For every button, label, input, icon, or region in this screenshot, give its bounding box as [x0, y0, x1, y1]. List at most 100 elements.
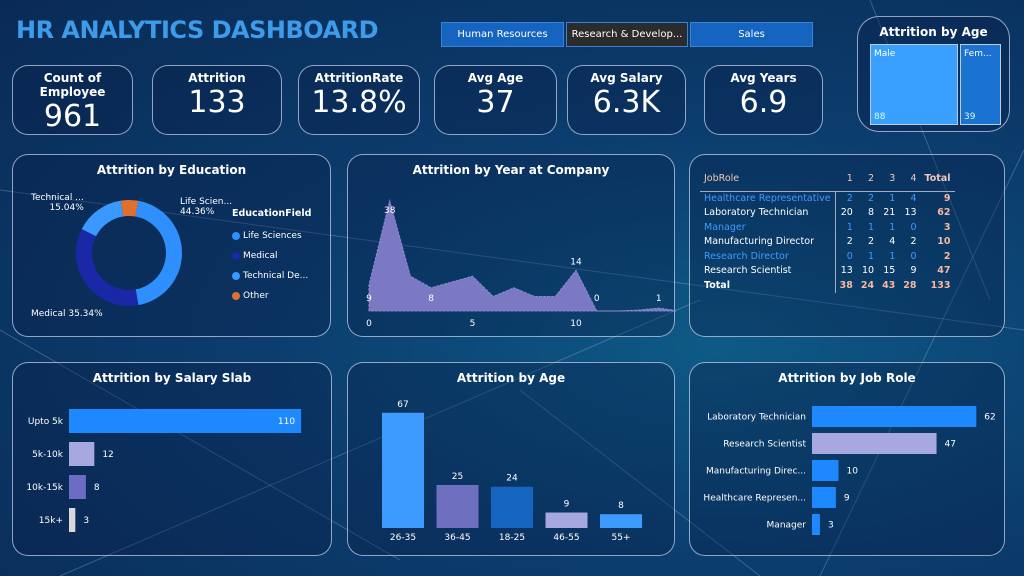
kpi-value: 6.3K [592, 85, 661, 120]
treemap-label: Fem... [964, 49, 992, 59]
category-label: Healthcare Represen... [703, 494, 806, 504]
table-cell: Research Director [704, 250, 789, 262]
bar[interactable] [812, 406, 977, 427]
slicer-research-development[interactable]: Research & Develop... [566, 22, 688, 47]
column-header[interactable]: 4 [910, 173, 917, 185]
column-header[interactable]: 3 [889, 173, 896, 185]
legend-item[interactable]: Other [232, 286, 308, 306]
kpi-label: Avg Salary [590, 71, 663, 85]
kpi-label: Avg Years [730, 71, 797, 85]
category-label: 5k-10k [32, 450, 64, 460]
category-label: 36-45 [444, 533, 470, 543]
slicer-sales[interactable]: Sales [690, 22, 813, 47]
table-cell: 2 [868, 193, 875, 204]
salary-slab-card: Attrition by Salary Slab Upto 5k 110 5k-10… [12, 362, 332, 556]
data-label: 47 [945, 440, 956, 450]
table-row[interactable]: Research Scientist 13 10 15 9 47 [700, 263, 955, 278]
card-title: Attrition by Age [879, 25, 988, 39]
column-header[interactable]: 2 [868, 173, 875, 185]
column-header[interactable]: 1 [846, 173, 853, 185]
data-label: 67 [397, 400, 408, 410]
table-cell: 13 [834, 263, 857, 278]
bar[interactable] [69, 409, 302, 433]
donut-slice[interactable] [76, 229, 139, 306]
table-row[interactable]: Laboratory Technician 20 8 21 13 62 [700, 205, 955, 220]
bar[interactable] [812, 433, 937, 454]
table-cell: 2 [943, 250, 951, 262]
table-cell: 133 [930, 279, 951, 291]
data-label: 110 [278, 417, 295, 427]
kpi-value: 6.9 [739, 85, 788, 120]
table-cell: 20 [834, 205, 857, 220]
table-row[interactable]: Research Director 0 1 1 0 2 [700, 249, 955, 264]
data-label: 9 [564, 500, 570, 510]
kpi-avg-years: Avg Years 6.9 [704, 65, 823, 135]
bar[interactable] [69, 442, 95, 466]
treemap-label: Male [874, 49, 896, 59]
table-cell: Laboratory Technician [704, 207, 809, 219]
salary-bar-chart: Upto 5k 110 5k-10k 12 10k-15k 8 15k+ 3 [26, 409, 302, 532]
legend-item[interactable]: Technical De... [232, 266, 308, 286]
data-label: 12 [102, 450, 113, 460]
jobrole-matrix-card: JobRole 1 2 3 4 Total Healthcare Representativ… [689, 154, 1005, 337]
donut-slice[interactable] [81, 200, 124, 237]
kpi-avg-salary: Avg Salary 6.3K [567, 65, 686, 135]
card-title: Attrition by Age [456, 371, 566, 385]
legend-dot-icon [232, 252, 240, 260]
table-row[interactable]: Manufacturing Director 2 2 4 2 10 [700, 234, 955, 249]
legend-label: Life Sciences [243, 231, 302, 241]
job-role-bar-chart: Laboratory Technician 62 Research Scientis… [703, 406, 996, 535]
age-card: Attrition by Age 67 26-35 25 36-45 24 18-25 9 4… [347, 362, 675, 556]
bar[interactable] [812, 487, 836, 508]
table-row[interactable]: Manager 1 1 1 0 3 [700, 220, 955, 235]
bar[interactable] [812, 514, 820, 535]
table-cell: Research Scientist [704, 265, 792, 277]
total-row: Total 38 24 43 28 133 [700, 278, 955, 293]
bar[interactable] [600, 514, 642, 528]
column-header[interactable]: Total [924, 173, 951, 185]
table-cell: 10 [861, 265, 875, 277]
legend-item[interactable]: Medical [232, 246, 308, 266]
table-cell: 1 [834, 220, 857, 235]
gender-treemap-card: Attrition by Age Male 88 Fem... 39 [857, 16, 1010, 132]
table-cell: Manufacturing Director [704, 236, 814, 248]
data-label: 9 [366, 294, 372, 304]
bar[interactable] [545, 512, 588, 528]
column-header[interactable]: JobRole [704, 173, 740, 185]
slicer-human-resources[interactable]: Human Resources [441, 22, 564, 47]
table-cell: 15 [883, 265, 896, 277]
kpi-label: AttritionRate [314, 71, 404, 85]
donut-slice[interactable] [120, 200, 139, 217]
bar[interactable] [812, 460, 839, 481]
category-label: Laboratory Technician [707, 413, 806, 423]
bar[interactable] [69, 508, 76, 532]
bar[interactable] [436, 485, 479, 528]
table-cell: 1 [889, 221, 896, 233]
bar[interactable] [491, 486, 533, 528]
x-tick-label: 0 [366, 319, 372, 329]
table-cell: 2 [834, 234, 857, 249]
treemap-female[interactable]: Fem... 39 [960, 44, 1001, 125]
category-label: Manufacturing Direc... [706, 467, 806, 477]
slice-label: Life Scien... [180, 197, 233, 207]
area-series[interactable] [368, 198, 676, 312]
table-cell: 4 [910, 193, 917, 204]
table-row[interactable]: Healthcare Representative 2 2 1 4 9 [700, 191, 955, 206]
bar[interactable] [382, 412, 424, 528]
bar[interactable] [69, 475, 86, 499]
donut-slice[interactable] [135, 200, 183, 306]
table-cell: 1 [889, 250, 896, 262]
data-label: 14 [570, 257, 582, 267]
legend-dot-icon [232, 292, 240, 300]
treemap-male[interactable]: Male 88 [870, 44, 958, 125]
kpi-avg-age: Avg Age 37 [434, 65, 557, 135]
table-cell: 0 [910, 250, 917, 262]
treemap-value: 39 [964, 112, 976, 122]
kpi-value: 13.8% [311, 85, 407, 120]
table-cell: 38 [834, 278, 857, 293]
table-cell: Manager [704, 221, 746, 233]
legend-item[interactable]: Life Sciences [232, 226, 308, 246]
kpi-label: Avg Age [467, 71, 524, 85]
category-label: 46-55 [553, 533, 579, 543]
treemap-value: 88 [874, 112, 886, 122]
